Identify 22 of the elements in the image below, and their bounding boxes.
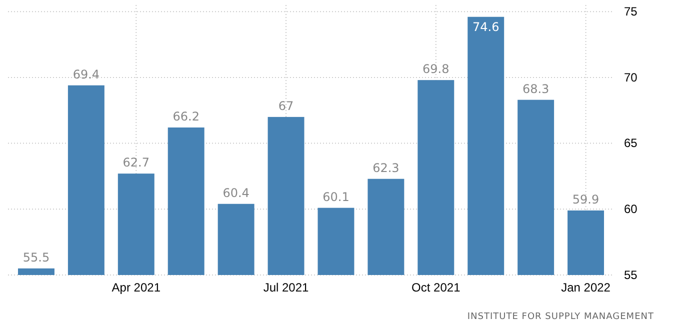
data-label: 67	[278, 98, 294, 113]
data-label: 69.8	[422, 62, 450, 76]
data-label: 69.4	[72, 67, 100, 82]
data-label: 74.6	[472, 20, 500, 34]
y-tick-label: 55	[624, 268, 638, 282]
y-tick-label: 60	[624, 202, 638, 216]
data-label: 62.3	[372, 160, 400, 175]
y-tick-label: 65	[624, 136, 638, 150]
data-label: 60.1	[322, 190, 350, 204]
data-label: 55.5	[22, 250, 50, 264]
x-tick-label: Jan 2022	[561, 280, 611, 295]
y-tick-label: 75	[624, 4, 638, 18]
y-tick-label: 70	[624, 70, 638, 84]
data-label: 60.4	[222, 186, 250, 200]
data-label: 68.3	[522, 82, 550, 96]
x-tick-label: Oct 2021	[412, 280, 461, 295]
data-label: 62.7	[122, 156, 150, 170]
x-tick-label: Jul 2021	[263, 280, 310, 295]
text: INSTITUTE FOR SUPPLY MANAGEMENT	[467, 312, 654, 322]
data-label: 66.2	[172, 109, 200, 124]
data-label: 59.9	[572, 192, 600, 206]
x-tick-label: Apr 2021	[112, 280, 161, 295]
